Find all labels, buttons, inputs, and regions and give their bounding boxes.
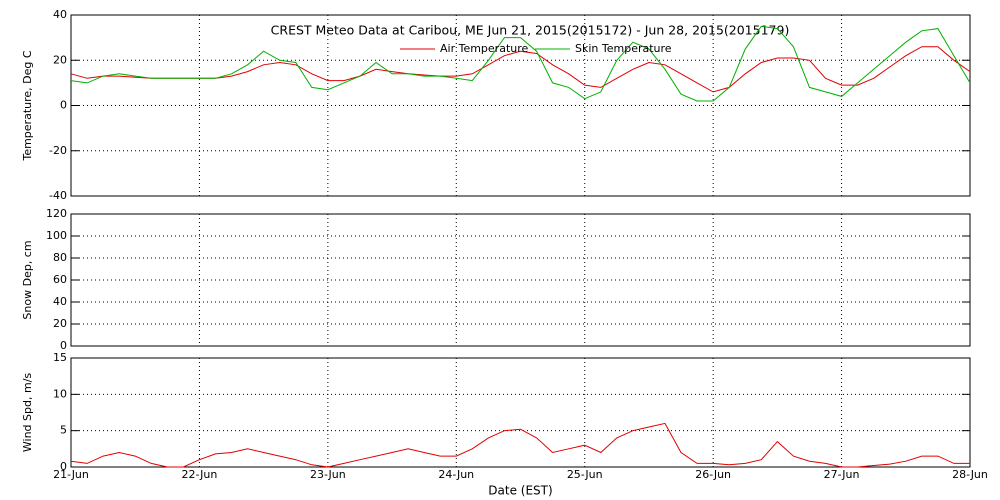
y-tick-label: 5	[60, 424, 67, 437]
x-tick-label: 23-Jun	[310, 468, 346, 481]
y-tick-label: 0	[60, 460, 67, 473]
y-tick-label: 0	[60, 339, 67, 352]
x-tick-label: 25-Jun	[567, 468, 603, 481]
y-tick-label: -20	[49, 144, 67, 157]
y-tick-label: 80	[53, 251, 67, 264]
y-tick-label: 0	[60, 99, 67, 112]
y-axis-label: Temperature, Deg C	[21, 50, 34, 161]
y-axis-label: Wind Spd, m/s	[21, 373, 34, 453]
y-tick-label: 15	[53, 351, 67, 364]
y-tick-label: 60	[53, 273, 67, 286]
legend-label: Skin Temperature	[575, 42, 672, 55]
data-line	[70, 422, 970, 468]
y-tick-label: 10	[53, 387, 67, 400]
y-tick-label: 100	[46, 229, 67, 242]
data-line	[70, 25, 971, 102]
y-tick-label: 40	[53, 8, 67, 21]
plot-frame	[70, 14, 971, 197]
y-tick-label: 40	[53, 295, 67, 308]
data-line	[70, 46, 971, 93]
y-tick-label: 20	[53, 317, 67, 330]
plot-frame	[70, 357, 971, 468]
y-tick-label: 120	[46, 207, 67, 220]
y-tick-label: 20	[53, 53, 67, 66]
x-tick-label: 21-Jun	[53, 468, 89, 481]
y-axis-label: Snow Dep, cm	[21, 240, 34, 319]
y-tick-label: -40	[49, 189, 67, 202]
plot-frame	[70, 213, 971, 347]
legend-label: Air Temperature	[440, 42, 529, 55]
chart-title: CREST Meteo Data at Caribou, ME Jun 21, …	[271, 23, 790, 38]
x-tick-label: 27-Jun	[824, 468, 860, 481]
x-tick-label: 28-Jun	[952, 468, 988, 481]
x-tick-label: 26-Jun	[695, 468, 731, 481]
x-tick-label: 24-Jun	[438, 468, 474, 481]
x-axis-label: Date (EST)	[488, 484, 552, 498]
x-tick-label: 22-Jun	[182, 468, 218, 481]
